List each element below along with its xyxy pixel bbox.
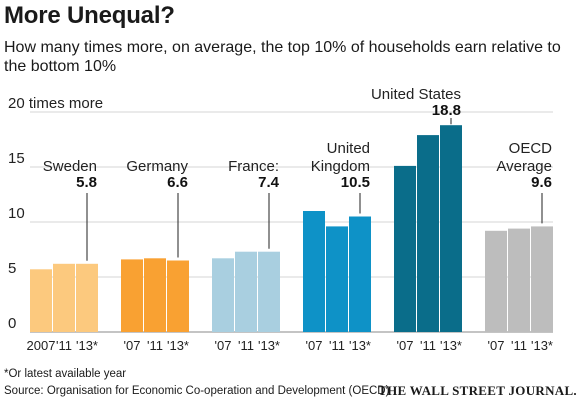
group-name-label: OECD (509, 140, 553, 157)
bar (30, 269, 52, 332)
bar (303, 211, 325, 332)
bar (212, 258, 234, 332)
bar (417, 135, 439, 332)
y-tick-label: 0 (8, 315, 16, 332)
y-tick-label: 20 times more (8, 95, 103, 112)
x-tick-label: '07 (397, 338, 414, 353)
group-name-label: France: (228, 158, 279, 175)
value-label: 6.6 (167, 174, 188, 191)
x-tick-label: '11 (511, 338, 527, 353)
bar (485, 230, 507, 332)
x-tick-label: '11 (238, 338, 254, 353)
group-name-label: Sweden (43, 158, 97, 175)
x-tick-label: '07 (306, 338, 323, 353)
bar (394, 165, 416, 332)
x-tick-label: '13* (531, 338, 553, 353)
x-tick-label: '13* (76, 338, 98, 353)
value-label: 5.8 (76, 174, 97, 191)
x-tick-label: '11 (147, 338, 163, 353)
value-label: 7.4 (258, 174, 280, 191)
x-tick-label: '11 (56, 338, 72, 353)
y-tick-label: 15 (8, 150, 25, 167)
bar (53, 263, 75, 332)
group-name-label: Average (496, 158, 552, 175)
bar (326, 226, 348, 332)
bar (258, 251, 280, 332)
bar (235, 251, 257, 332)
x-tick-label: '13* (440, 338, 462, 353)
group-name-label: Kingdom (311, 158, 370, 175)
value-label: 10.5 (341, 174, 370, 191)
footnote: *Or latest available year (4, 368, 127, 380)
value-label: 18.8 (432, 102, 461, 119)
bar (121, 259, 143, 332)
chart-title: More Unequal? (4, 2, 175, 29)
x-tick-label: '13* (258, 338, 280, 353)
value-label: 9.6 (531, 174, 552, 191)
y-tick-label: 10 (8, 205, 25, 222)
chart-subtitle: How many times more, on average, the top… (4, 39, 561, 75)
bar (144, 258, 166, 332)
x-tick-label: '07 (215, 338, 232, 353)
group-name-label: Germany (126, 158, 188, 175)
bar (508, 228, 530, 332)
bar (440, 125, 462, 332)
x-tick-label: 2007 (27, 338, 56, 353)
bar (349, 216, 371, 332)
bar (167, 260, 189, 332)
bar (531, 226, 553, 332)
source-note: Source: Organisation for Economic Co-ope… (4, 385, 390, 397)
x-tick-label: '11 (329, 338, 345, 353)
x-tick-label: '13* (167, 338, 189, 353)
bar (76, 263, 98, 332)
group-name-label: United States (371, 86, 461, 103)
x-tick-label: '11 (420, 338, 436, 353)
x-tick-label: '13* (349, 338, 371, 353)
publisher-logo: THE WALL STREET JOURNAL. (378, 383, 577, 398)
y-tick-label: 5 (8, 260, 16, 277)
x-tick-label: '07 (488, 338, 505, 353)
group-name-label: United (327, 140, 370, 157)
x-tick-label: '07 (124, 338, 141, 353)
